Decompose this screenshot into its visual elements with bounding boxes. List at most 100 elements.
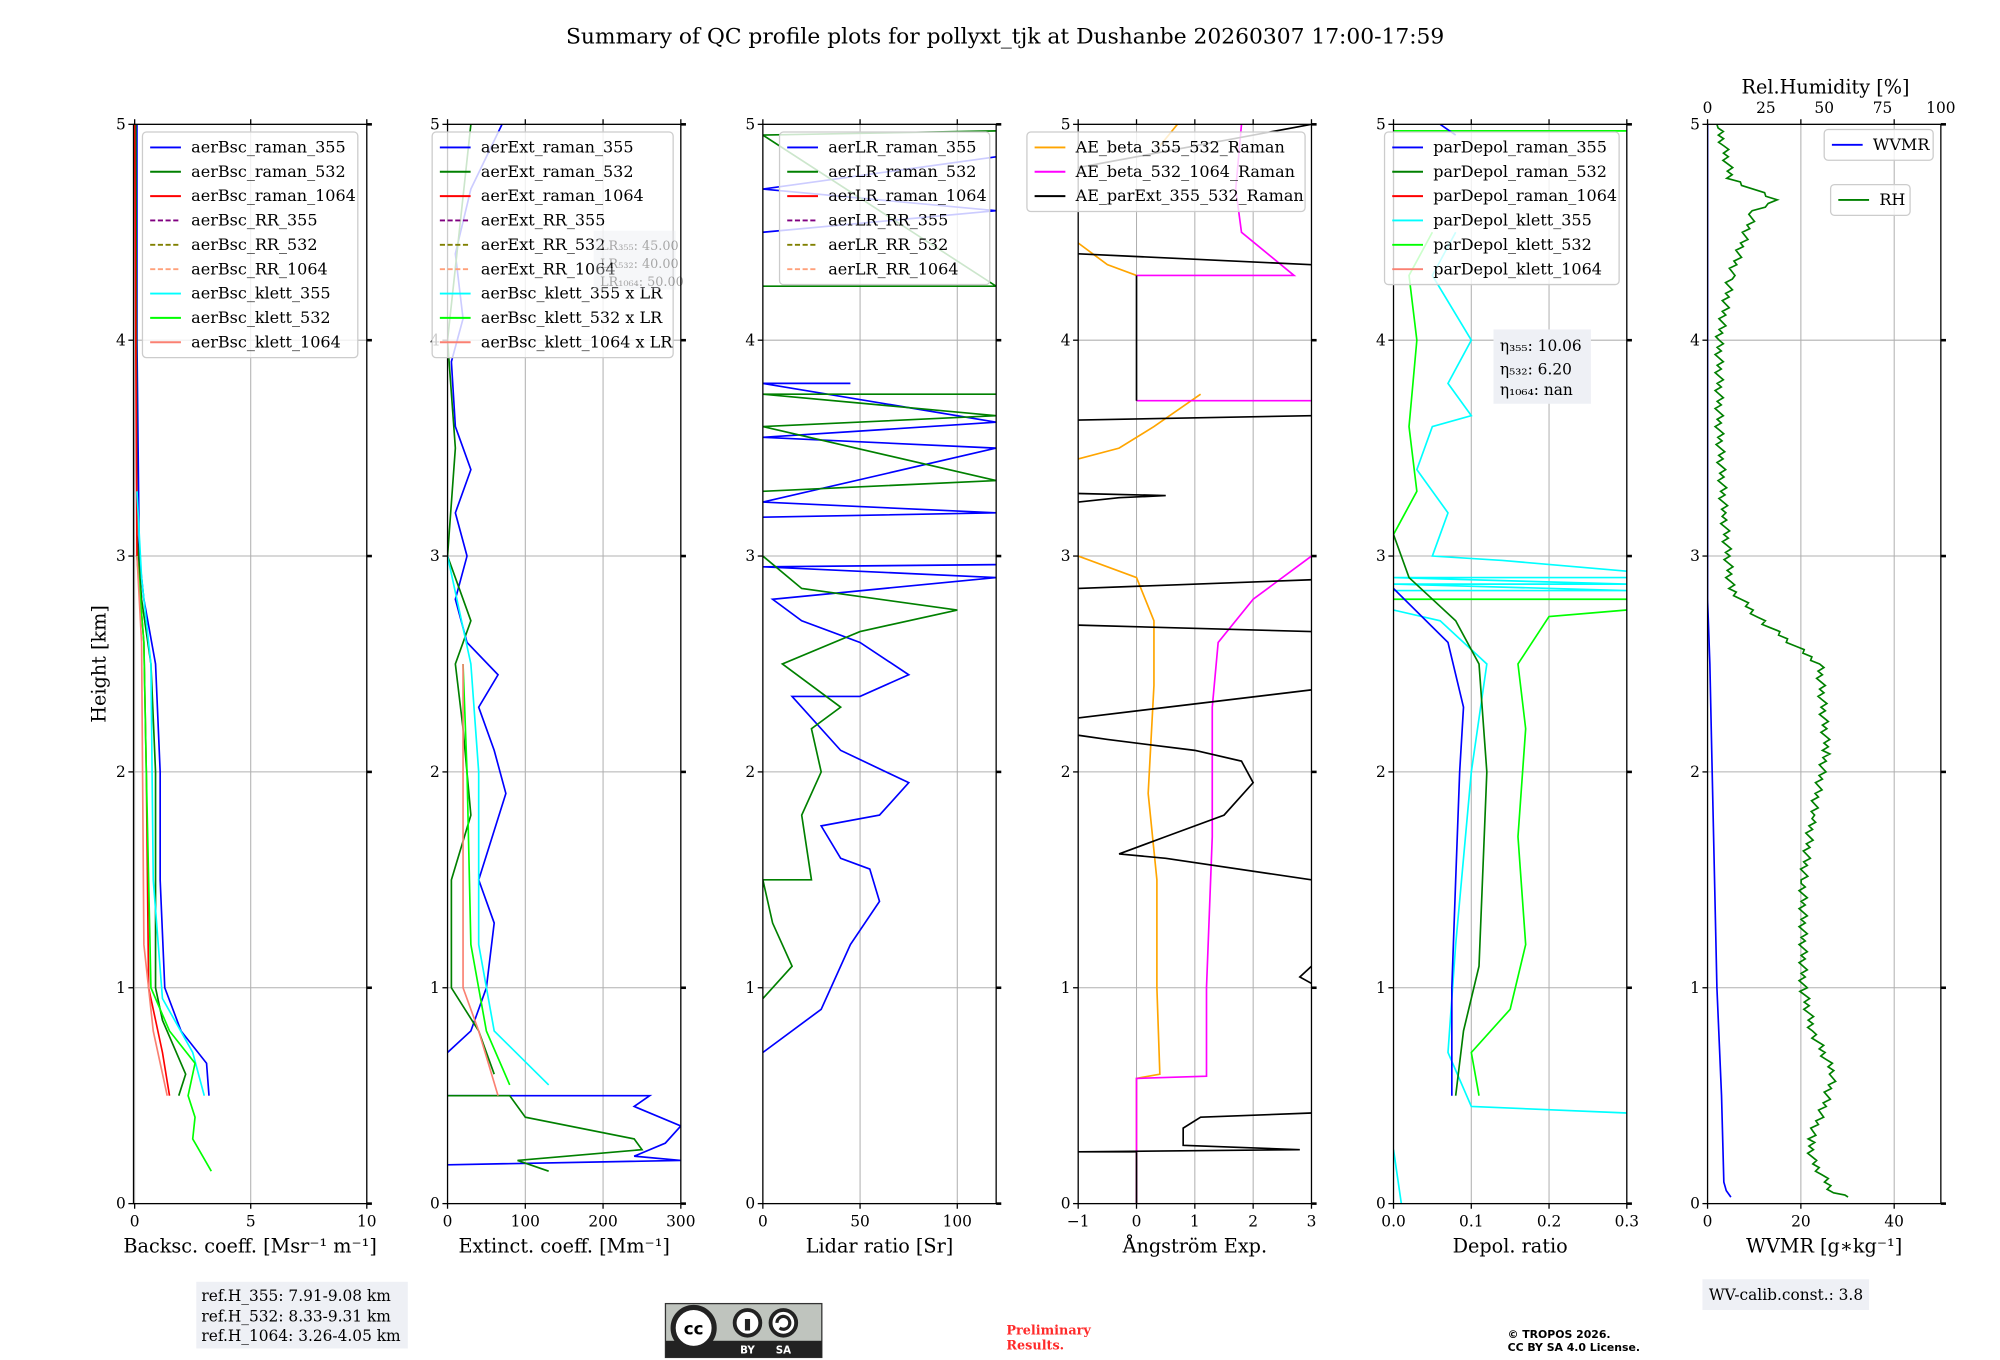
x-tick-label: 0.1 — [1459, 1213, 1483, 1231]
legend-label: aerBsc_raman_1064 — [191, 186, 356, 205]
y-tick-label: 3 — [430, 547, 440, 565]
lr-1064: LR₁₀₆₄: 50.00 — [600, 275, 684, 290]
legend-label: WVMR — [1873, 135, 1930, 154]
legend: RH — [1829, 183, 1911, 216]
x-tick-label: 20 — [1791, 1213, 1811, 1231]
x-tick-label: 0 — [1132, 1213, 1142, 1231]
series-line-parDepol-klett-355 — [1393, 1149, 1403, 1204]
series-line-WVMR — [1707, 124, 1732, 1198]
y-tick-label: 3 — [1690, 547, 1700, 565]
x-tick-label: 2 — [1248, 1213, 1258, 1231]
lr-355: LR₃₅₅: 45.00 — [600, 239, 679, 254]
y-tick-label: 4 — [745, 331, 755, 349]
series-line-aerBsc-klett-1064 — [136, 556, 169, 1096]
series-line-AE-beta-355-532-Raman — [1078, 555, 1161, 1204]
legend-label: aerLR_raman_355 — [828, 138, 976, 157]
rh-tick-label: 50 — [1814, 99, 1834, 117]
eta-annotation-box: η₃₅₅: 10.06 η₅₃₂: 6.20 η₁₀₆₄: nan — [1493, 329, 1591, 404]
legend-label: aerBsc_RR_1064 — [191, 259, 328, 278]
y-tick-label: 5 — [430, 115, 440, 133]
cc-circle-icon — [670, 1304, 717, 1352]
x-tick-label: 0.0 — [1381, 1213, 1405, 1231]
cc-text: cc — [684, 1319, 704, 1338]
series-line-aerBsc-klett-1064-x-LR — [462, 663, 499, 1096]
series-line-AE-parExt-355-532-Raman — [1298, 965, 1312, 985]
legend-label: aerBsc_raman_532 — [191, 162, 345, 181]
rh-tick-label: 100 — [1926, 99, 1955, 117]
y-tick-label: 3 — [116, 547, 126, 565]
y-tick-label: 2 — [745, 763, 755, 781]
legend: aerExt_raman_355 aerExt_raman_532 aerExt_r… — [431, 131, 674, 359]
lr-box-bg — [593, 230, 676, 290]
series-line-parDepol-raman-355 — [1393, 587, 1465, 1096]
x-axis-label: WVMR [g∗kg⁻¹] — [1746, 1234, 1902, 1257]
y-tick-label: 0 — [1376, 1195, 1386, 1213]
y-tick-label: 5 — [116, 115, 126, 133]
series-line-parDepol-klett-355 — [1393, 576, 1627, 592]
y-tick-label: 1 — [1061, 979, 1071, 997]
y-tick-label: 3 — [1061, 547, 1071, 565]
legend-label: aerBsc_klett_355 x LR — [481, 284, 663, 303]
x-axis-label: Lidar ratio [Sr] — [806, 1234, 954, 1257]
reference-height-box: ref.H_355: 7.91-9.08 km ref.H_532: 8.33-… — [196, 1281, 408, 1349]
legend-label: RH — [1879, 190, 1905, 209]
sa-arrow-icon — [775, 1314, 792, 1331]
sa-text: SA — [776, 1345, 791, 1357]
legend-label: aerExt_raman_355 — [481, 138, 634, 157]
series-line-aerBsc-klett-355-x-LR — [447, 555, 550, 1086]
preliminary-label: Preliminary — [1006, 1323, 1091, 1338]
y-tick-label: 0 — [1690, 1195, 1700, 1213]
y-tick-label: 0 — [745, 1195, 755, 1213]
eta-532: η₅₃₂: 6.20 — [1500, 360, 1572, 378]
y-tick-label: 5 — [745, 115, 755, 133]
series-line-aerExt-raman-532 — [447, 124, 495, 1075]
legend-label: parDepol_raman_355 — [1433, 138, 1607, 157]
series-line-aerBsc-raman-532 — [134, 124, 187, 1096]
y-tick-label: 4 — [1061, 331, 1071, 349]
series-group — [1393, 124, 1627, 1204]
axes-frame — [1706, 123, 1942, 1205]
x-axis-label: Ångström Exp. — [1122, 1234, 1268, 1257]
series-group — [133, 124, 213, 1172]
panel-5: 0.0 0.1 0.2 0.3 0 1 2 3 4 5 Depol. ratio parDepol_r… — [1376, 115, 1639, 1257]
series-line-aerBsc-klett-355 — [136, 491, 206, 1096]
series-line-AE-parExt-355-532-Raman — [1078, 689, 1312, 719]
series-line-parDepol-raman-532 — [1393, 534, 1488, 1096]
legend-label: AE_beta_355_532_Raman — [1075, 138, 1285, 157]
ref-h-1064: ref.H_1064: 3.26-4.05 km — [201, 1327, 401, 1345]
y-tick-label: 4 — [1376, 331, 1386, 349]
y-tick-label: 2 — [1061, 763, 1071, 781]
legend-label: aerBsc_RR_532 — [191, 235, 317, 254]
series-line-AE-beta-532-1064-Raman — [1135, 555, 1312, 1204]
figure-title: Summary of QC profile plots for pollyxt_… — [566, 25, 1444, 50]
y-tick-label: 5 — [1376, 115, 1386, 133]
legend-label: aerBsc_RR_355 — [191, 211, 317, 230]
series-line-aerLR-raman-532 — [762, 555, 958, 1000]
y-tick-label: 1 — [1376, 979, 1386, 997]
legend-label: parDepol_klett_355 — [1433, 211, 1592, 230]
series-line-aerBsc-klett-532 — [136, 555, 213, 1172]
legend: AE_beta_355_532_Raman AE_beta_532_1064_Ra… — [1026, 131, 1306, 213]
series-line-aerLR-raman-532 — [762, 393, 997, 493]
y-tick-label: 5 — [1061, 115, 1071, 133]
cc-by-sa-logo: cc BY SA — [664, 1302, 823, 1359]
series-group — [1707, 124, 1849, 1198]
series-line-AE-beta-355-532-Raman — [1078, 393, 1202, 460]
legend-label: aerExt_RR_1064 — [481, 259, 616, 278]
axes-frame — [446, 123, 682, 1205]
legend-box — [1823, 128, 1934, 161]
eta-1064: η₁₀₆₄: nan — [1500, 381, 1573, 399]
legend-box — [1383, 131, 1620, 286]
ref-box-bg — [196, 1281, 408, 1349]
panel-2: 0100200300012345Extinct. coeff. [Mm⁻¹]ae… — [430, 115, 695, 1257]
wv-calib-box: WV-calib.const.: 3.8 — [1702, 1279, 1870, 1311]
rh-tick-label: 75 — [1873, 99, 1893, 117]
rh-tick-label: 25 — [1756, 99, 1776, 117]
series-line-AE-parExt-355-532-Raman — [1078, 578, 1312, 590]
series-line-aerExt-raman-355 — [447, 1094, 681, 1166]
series-line-AE-parExt-355-532-Raman — [1078, 414, 1312, 421]
ref-h-355: ref.H_355: 7.91-9.08 km — [201, 1287, 391, 1305]
legend-box — [778, 131, 991, 286]
